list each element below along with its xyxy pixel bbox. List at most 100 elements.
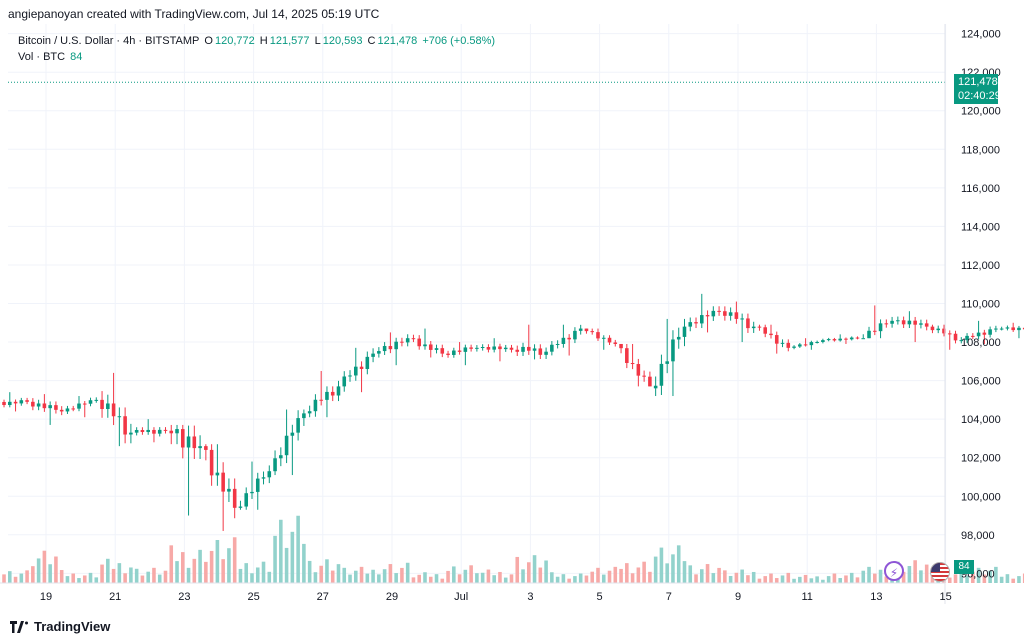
candle-body <box>861 338 866 340</box>
candle-body <box>630 362 635 365</box>
candle-body <box>746 318 750 329</box>
volume-bar <box>82 575 87 583</box>
candle-body <box>111 403 116 417</box>
candle-body <box>486 346 491 350</box>
candle-body <box>48 405 52 409</box>
volume-bar <box>54 556 58 583</box>
volume-bar <box>717 567 721 583</box>
us-flag-icon[interactable] <box>930 562 950 582</box>
volume-bar <box>671 554 675 583</box>
volume-bar <box>388 564 393 583</box>
y-tick-label: 98,000 <box>961 530 995 542</box>
candle-body <box>365 356 370 369</box>
candle-body <box>625 348 629 363</box>
volume-bar <box>965 575 969 583</box>
volume-bar <box>509 574 514 583</box>
candle-body <box>959 340 964 342</box>
candle-body <box>175 429 179 434</box>
candle-body <box>532 348 537 351</box>
candle-body <box>192 436 197 449</box>
volume-bar <box>526 562 531 583</box>
volume-bar <box>238 568 243 583</box>
volume-bar <box>901 571 906 583</box>
y-tick-label: 104,000 <box>961 414 1001 426</box>
volume-bar <box>763 576 768 583</box>
brand-name: TradingView <box>34 619 111 634</box>
y-tick-label: 124,000 <box>961 29 1001 41</box>
grid-lines <box>8 24 947 583</box>
candle-body <box>740 318 744 320</box>
candle-body <box>867 330 871 339</box>
volume-bar <box>94 577 99 583</box>
candle-body <box>129 432 133 435</box>
volume-bar <box>1017 576 1021 583</box>
candle-body <box>169 430 174 434</box>
candle-body <box>106 403 110 410</box>
volume-bar <box>475 573 479 583</box>
volume-bar <box>740 569 744 583</box>
lightning-icon[interactable]: ⚡ <box>884 561 904 581</box>
candle-body <box>359 366 364 369</box>
volume-bar <box>872 573 877 583</box>
volume-bar <box>544 560 548 583</box>
volume-bars <box>0 515 1024 583</box>
candle-body <box>302 413 306 419</box>
candle-body <box>849 337 854 340</box>
bar-countdown: 02:40:29 <box>958 90 1001 102</box>
volume-bar <box>947 577 952 583</box>
candle-body <box>809 342 814 346</box>
volume-bar <box>573 576 577 583</box>
candle-body <box>878 323 883 332</box>
volume-bar <box>65 576 70 583</box>
candle-body <box>919 323 923 325</box>
candle-body <box>999 328 1004 330</box>
volume-bar <box>734 572 739 583</box>
candle-body <box>42 403 47 409</box>
price-chart[interactable]: 96,00098,000100,000102,000104,000106,000… <box>0 22 1024 604</box>
volume-bar <box>665 563 669 583</box>
candle-body <box>896 320 900 322</box>
price-axis[interactable]: 96,00098,000100,000102,000104,000106,000… <box>944 24 1001 604</box>
candle-body <box>550 344 554 352</box>
volume-bar <box>302 543 306 583</box>
candle-body <box>1022 327 1024 330</box>
volume-bar <box>146 571 150 583</box>
candle-body <box>371 353 375 357</box>
legend-open-label: O <box>204 35 213 47</box>
volume-bar <box>353 570 358 583</box>
volume-bar <box>7 571 12 583</box>
candle-body <box>186 436 191 448</box>
candle-body <box>694 322 698 324</box>
volume-bar <box>826 576 831 583</box>
volume-bar <box>100 564 104 583</box>
volume-bar <box>746 575 750 583</box>
candle-body <box>786 342 791 348</box>
candle-body <box>227 488 231 492</box>
candle-body <box>907 320 912 325</box>
volume-bar <box>723 570 727 583</box>
volume-bar <box>215 540 220 583</box>
volume-bar <box>319 565 323 583</box>
candle-body <box>273 458 277 472</box>
legend-high-label: H <box>259 35 268 47</box>
brand[interactable]: TradingView <box>10 619 110 634</box>
volume-bar <box>844 575 848 583</box>
candle-body <box>411 338 416 340</box>
y-tick-label: 112,000 <box>961 260 1000 272</box>
volume-bar <box>348 574 352 583</box>
volume-bar <box>648 571 652 583</box>
time-axis[interactable]: 19 21 23 25 27 29 Jul 3 5 7 9 11 13 15 <box>0 582 952 603</box>
candle-body <box>77 403 81 409</box>
y-tick-label: 120,000 <box>961 106 1001 118</box>
volume-bar <box>653 556 658 583</box>
candle-body <box>140 430 145 433</box>
candle-body <box>774 335 779 344</box>
volume-bar <box>440 578 445 583</box>
candle-body <box>59 409 64 412</box>
volume-bar <box>330 570 335 583</box>
volume-bar <box>705 564 710 583</box>
y-tick-label: 100,000 <box>961 491 1001 503</box>
volume-bar <box>480 572 485 583</box>
candle-body <box>463 347 468 352</box>
